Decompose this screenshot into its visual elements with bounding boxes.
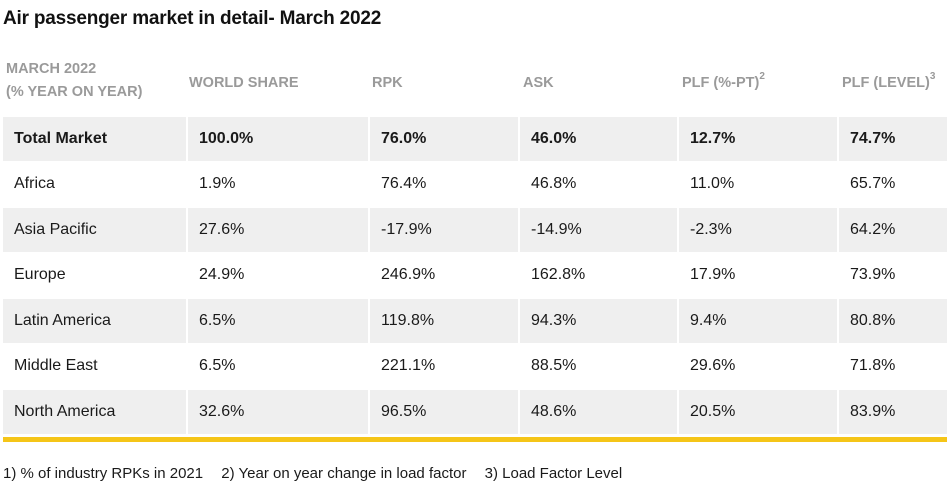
table-row: North America 32.6% 96.5% 48.6% 20.5% 83… bbox=[3, 390, 947, 434]
cell-region: Latin America bbox=[3, 299, 186, 343]
cell-plf-pt: 9.4% bbox=[679, 299, 837, 343]
cell-ask: 46.0% bbox=[520, 117, 677, 161]
header-plf-pt-label: PLF (%-PT) bbox=[682, 75, 760, 91]
cell-ask: 162.8% bbox=[531, 266, 586, 284]
cell-world-share: 24.9% bbox=[199, 266, 245, 284]
header-world-share: WORLD SHARE bbox=[189, 75, 299, 91]
header-period-line1: MARCH 2022 bbox=[6, 61, 97, 77]
cell-ask: 88.5% bbox=[531, 357, 577, 375]
cell-plf-level: 74.7% bbox=[839, 117, 947, 161]
cell-plf-pt: 17.9% bbox=[690, 266, 736, 284]
header-period: MARCH 2022 (% YEAR ON YEAR) bbox=[6, 58, 142, 104]
cell-plf-pt: 12.7% bbox=[679, 117, 837, 161]
cell-rpk: 119.8% bbox=[370, 299, 518, 343]
cell-world-share: 32.6% bbox=[188, 390, 368, 434]
header-plf-pt: PLF (%-PT)2 bbox=[682, 72, 765, 95]
cell-plf-pt: 20.5% bbox=[679, 390, 837, 434]
cell-region: Europe bbox=[14, 266, 66, 284]
table-row: Latin America 6.5% 119.8% 94.3% 9.4% 80.… bbox=[3, 299, 947, 343]
table-row: Europe 24.9% 246.9% 162.8% 17.9% 73.9% bbox=[3, 254, 947, 298]
cell-plf-level: 65.7% bbox=[850, 175, 896, 193]
cell-world-share: 1.9% bbox=[199, 175, 236, 193]
header-ask: ASK bbox=[523, 75, 554, 91]
cell-world-share: 27.6% bbox=[188, 208, 368, 252]
footnote-2: 2) Year on year change in load factor bbox=[221, 465, 467, 482]
cell-region: Total Market bbox=[3, 117, 186, 161]
cell-ask: 48.6% bbox=[520, 390, 677, 434]
cell-region: Africa bbox=[14, 175, 55, 193]
header-plf-level: PLF (LEVEL)3 bbox=[842, 72, 935, 95]
cell-ask: -14.9% bbox=[520, 208, 677, 252]
cell-rpk: 221.1% bbox=[381, 357, 436, 375]
cell-plf-pt: -2.3% bbox=[679, 208, 837, 252]
cell-plf-level: 83.9% bbox=[839, 390, 947, 434]
page-title: Air passenger market in detail- March 20… bbox=[3, 8, 382, 29]
cell-rpk: -17.9% bbox=[370, 208, 518, 252]
cell-rpk: 96.5% bbox=[370, 390, 518, 434]
cell-plf-pt: 29.6% bbox=[690, 357, 736, 375]
footnote-1: 1) % of industry RPKs in 2021 bbox=[3, 465, 204, 482]
header-plf-level-label: PLF (LEVEL) bbox=[842, 75, 930, 91]
header-plf-level-footnote-ref: 3 bbox=[929, 71, 936, 83]
table-row: Middle East 6.5% 221.1% 88.5% 29.6% 71.8… bbox=[3, 345, 947, 389]
footnote-3: 3) Load Factor Level bbox=[484, 465, 623, 482]
table-row: Asia Pacific 27.6% -17.9% -14.9% -2.3% 6… bbox=[3, 208, 947, 252]
cell-region: Asia Pacific bbox=[3, 208, 186, 252]
table-row-total-market: Total Market 100.0% 76.0% 46.0% 12.7% 74… bbox=[3, 117, 947, 161]
table-row: Africa 1.9% 76.4% 46.8% 11.0% 65.7% bbox=[3, 163, 947, 207]
cell-world-share: 100.0% bbox=[188, 117, 368, 161]
cell-world-share: 6.5% bbox=[199, 357, 236, 375]
cell-plf-level: 73.9% bbox=[850, 266, 896, 284]
cell-plf-level: 71.8% bbox=[850, 357, 896, 375]
cell-rpk: 76.4% bbox=[381, 175, 427, 193]
table-header: MARCH 2022 (% YEAR ON YEAR) WORLD SHARE … bbox=[0, 58, 947, 114]
cell-ask: 46.8% bbox=[531, 175, 577, 193]
header-plf-pt-footnote-ref: 2 bbox=[759, 71, 765, 83]
cell-rpk: 76.0% bbox=[370, 117, 518, 161]
header-rpk: RPK bbox=[372, 75, 403, 91]
header-period-line2: (% YEAR ON YEAR) bbox=[6, 84, 143, 100]
cell-plf-pt: 11.0% bbox=[690, 175, 735, 193]
footnotes: 1) % of industry RPKs in 2021 2) Year on… bbox=[3, 465, 636, 482]
cell-plf-level: 64.2% bbox=[839, 208, 947, 252]
cell-ask: 94.3% bbox=[520, 299, 677, 343]
cell-region: North America bbox=[3, 390, 186, 434]
accent-bar bbox=[3, 437, 947, 442]
cell-world-share: 6.5% bbox=[188, 299, 368, 343]
cell-region: Middle East bbox=[14, 357, 98, 375]
cell-plf-level: 80.8% bbox=[839, 299, 947, 343]
cell-rpk: 246.9% bbox=[381, 266, 436, 284]
data-table: Total Market 100.0% 76.0% 46.0% 12.7% 74… bbox=[3, 117, 947, 436]
